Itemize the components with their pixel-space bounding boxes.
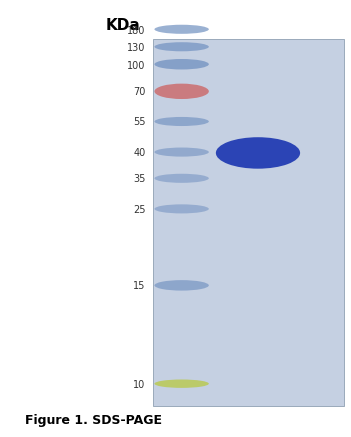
Ellipse shape — [154, 59, 209, 69]
FancyBboxPatch shape — [153, 39, 344, 406]
Text: Figure 1. SDS-PAGE: Figure 1. SDS-PAGE — [25, 414, 161, 427]
Text: 10: 10 — [133, 380, 146, 389]
Text: 40: 40 — [133, 148, 146, 158]
Text: 25: 25 — [133, 205, 146, 215]
Text: 100: 100 — [127, 61, 146, 70]
Ellipse shape — [154, 25, 209, 34]
Text: 70: 70 — [133, 87, 146, 97]
Ellipse shape — [216, 137, 300, 169]
Text: 55: 55 — [133, 118, 146, 127]
Ellipse shape — [154, 83, 209, 99]
Text: 130: 130 — [127, 43, 146, 53]
Ellipse shape — [154, 148, 209, 156]
Text: 35: 35 — [133, 174, 146, 184]
Ellipse shape — [154, 280, 209, 291]
Text: 180: 180 — [127, 26, 146, 35]
Text: KDa: KDa — [105, 18, 140, 33]
Ellipse shape — [154, 205, 209, 213]
Ellipse shape — [154, 117, 209, 126]
Ellipse shape — [154, 379, 209, 388]
Ellipse shape — [154, 42, 209, 51]
Ellipse shape — [154, 174, 209, 183]
Text: 15: 15 — [133, 281, 146, 291]
